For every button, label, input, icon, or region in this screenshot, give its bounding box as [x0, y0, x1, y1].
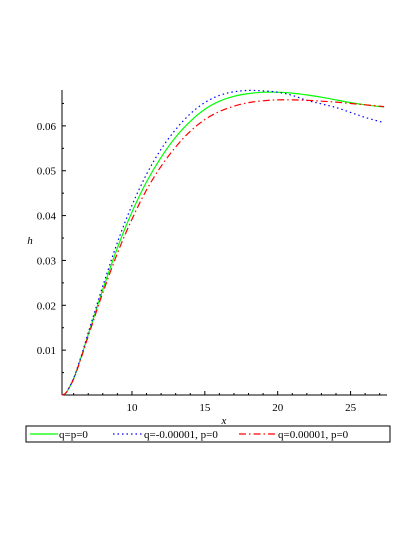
x-tick-label: 25: [345, 402, 357, 414]
axes: [61, 90, 387, 396]
legend-label-q-positive: q=0.00001, p=0: [278, 429, 349, 441]
y-tick-label: 0.06: [37, 121, 57, 133]
x-tick-label: 10: [126, 402, 138, 414]
x-axis-label: x: [221, 415, 227, 427]
y-tick-label: 0.03: [37, 255, 57, 267]
y-tick-label: 0.02: [37, 300, 56, 312]
series-lines: [61, 89, 385, 396]
legend-label-q-p-0: q=p=0: [59, 429, 88, 441]
series-line-2: [61, 99, 385, 396]
series-line-1: [61, 89, 385, 396]
legend-label-q-negative: q=-0.00001, p=0: [144, 429, 218, 441]
y-axis-label: h: [27, 235, 33, 247]
series-line-0: [61, 91, 385, 396]
tick-marks: [62, 102, 381, 395]
x-tick-label: 15: [199, 402, 211, 414]
y-tick-label: 0.01: [37, 345, 56, 357]
legend: q=p=0 q=-0.00001, p=0 q=0.00001, p=0: [25, 425, 391, 443]
tick-labels: 10 15 20 25 0.01 0.02 0.03 0.04 0.05 0.06: [37, 121, 357, 414]
legend-box: [25, 425, 391, 443]
x-tick-label: 20: [272, 402, 284, 414]
y-tick-label: 0.05: [37, 166, 57, 178]
y-tick-label: 0.04: [37, 211, 57, 223]
